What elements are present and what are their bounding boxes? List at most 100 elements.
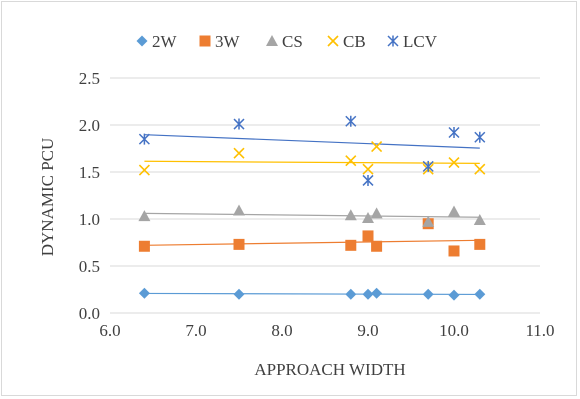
x-marker bbox=[138, 164, 150, 176]
star-marker bbox=[233, 118, 245, 130]
star-marker bbox=[448, 126, 460, 139]
data-point-2w bbox=[371, 287, 383, 299]
square-marker bbox=[371, 240, 383, 252]
star-marker bbox=[345, 115, 357, 127]
trendline-3w bbox=[144, 239, 480, 246]
square-marker bbox=[474, 238, 486, 250]
legend-label-lcv: LCV bbox=[403, 32, 438, 51]
legend-label-3w: 3W bbox=[215, 32, 241, 51]
x-marker bbox=[233, 147, 245, 159]
data-point-3w bbox=[138, 240, 150, 252]
data-point-lcv bbox=[233, 118, 245, 130]
trendlines bbox=[144, 134, 480, 296]
y-tick-labels: 0.0 0.5 1.0 1.5 2.0 2.5 bbox=[79, 69, 100, 323]
data-point-2w bbox=[233, 288, 245, 300]
data-point-2w bbox=[362, 288, 374, 300]
x-marker bbox=[362, 163, 374, 175]
x-tick-labels: 6.0 7.0 8.0 9.0 10.0 11.0 bbox=[99, 321, 554, 340]
x-marker bbox=[371, 141, 383, 153]
data-point-3w bbox=[371, 240, 383, 252]
star-marker bbox=[387, 35, 399, 47]
data-point-3w bbox=[362, 230, 374, 242]
data-point-3w bbox=[233, 238, 245, 250]
legend-item-cb: CB bbox=[327, 32, 366, 51]
triangle-marker bbox=[422, 215, 435, 227]
data-point-lcv bbox=[422, 160, 434, 172]
x-tick-label: 11.0 bbox=[525, 321, 554, 340]
star-marker bbox=[474, 131, 486, 143]
data-point-lcv bbox=[448, 126, 460, 139]
y-tick-label: 0.5 bbox=[79, 257, 100, 276]
x-tick-label: 10.0 bbox=[439, 321, 469, 340]
legend-marker-2w bbox=[136, 35, 148, 47]
y-axis-label: DYNAMIC PCU bbox=[38, 138, 57, 257]
data-point-2w bbox=[474, 288, 486, 300]
legend-item-cs: CS bbox=[266, 32, 303, 51]
data-point-cs bbox=[344, 209, 357, 221]
legend-label-cs: CS bbox=[282, 32, 303, 51]
x-marker bbox=[474, 163, 486, 175]
triangle-marker bbox=[473, 213, 486, 225]
data-point-cs bbox=[473, 213, 486, 225]
triangle-marker bbox=[138, 210, 151, 222]
diamond-marker bbox=[422, 288, 434, 300]
square-marker bbox=[233, 238, 245, 250]
legend-item-2w: 2W bbox=[136, 32, 178, 51]
y-tick-label: 2.0 bbox=[79, 116, 100, 135]
triangle-marker bbox=[370, 207, 383, 219]
legend-item-lcv: LCV bbox=[387, 32, 438, 51]
legend-marker-cs bbox=[266, 35, 278, 46]
data-point-lcv bbox=[345, 115, 357, 127]
data-point-cb bbox=[138, 164, 150, 176]
data-point-cs bbox=[138, 210, 151, 222]
data-point-lcv bbox=[138, 133, 150, 145]
data-point-lcv bbox=[474, 131, 486, 143]
y-tick-label: 1.5 bbox=[79, 163, 100, 182]
star-marker bbox=[362, 174, 374, 186]
star-marker bbox=[422, 160, 434, 172]
data-point-3w bbox=[345, 239, 357, 251]
legend-item-3w: 3W bbox=[199, 32, 241, 51]
data-point-cb bbox=[233, 147, 245, 159]
y-tick-label: 1.0 bbox=[79, 210, 100, 229]
diamond-marker bbox=[136, 35, 148, 47]
square-marker bbox=[345, 239, 357, 251]
square-marker bbox=[362, 230, 374, 242]
trendline-lcv bbox=[144, 134, 480, 149]
trendline-cb bbox=[144, 160, 480, 164]
data-point-2w bbox=[345, 288, 357, 300]
data-point-3w bbox=[448, 245, 460, 257]
x-marker bbox=[448, 157, 460, 169]
diamond-marker bbox=[233, 288, 245, 300]
x-marker bbox=[327, 35, 339, 47]
x-axis-label: APPROACH WIDTH bbox=[254, 360, 405, 379]
legend: 2W 3W CS CB LCV bbox=[136, 32, 438, 51]
data-point-cs bbox=[362, 212, 374, 224]
data-point-cb bbox=[345, 155, 357, 167]
x-tick-label: 7.0 bbox=[185, 321, 206, 340]
diamond-marker bbox=[371, 287, 383, 299]
data-point-2w bbox=[422, 288, 434, 300]
trendline-cs bbox=[144, 212, 480, 218]
x-marker bbox=[345, 155, 357, 167]
diamond-marker bbox=[362, 288, 374, 300]
gridlines bbox=[110, 77, 540, 267]
diamond-marker bbox=[138, 287, 150, 299]
data-point-cs bbox=[233, 204, 245, 216]
star-marker bbox=[138, 133, 150, 145]
data-point-2w bbox=[448, 289, 460, 301]
square-marker bbox=[448, 245, 460, 257]
data-point-cb bbox=[474, 163, 486, 175]
legend-label-cb: CB bbox=[343, 32, 366, 51]
data-point-2w bbox=[138, 287, 150, 299]
x-tick-label: 6.0 bbox=[99, 321, 120, 340]
x-tick-label: 8.0 bbox=[271, 321, 292, 340]
data-point-cs bbox=[422, 215, 435, 227]
data-point-cb bbox=[362, 163, 374, 175]
y-tick-label: 2.5 bbox=[79, 69, 100, 88]
square-marker bbox=[138, 240, 150, 252]
data-points bbox=[138, 115, 486, 301]
legend-marker-lcv bbox=[387, 35, 399, 47]
